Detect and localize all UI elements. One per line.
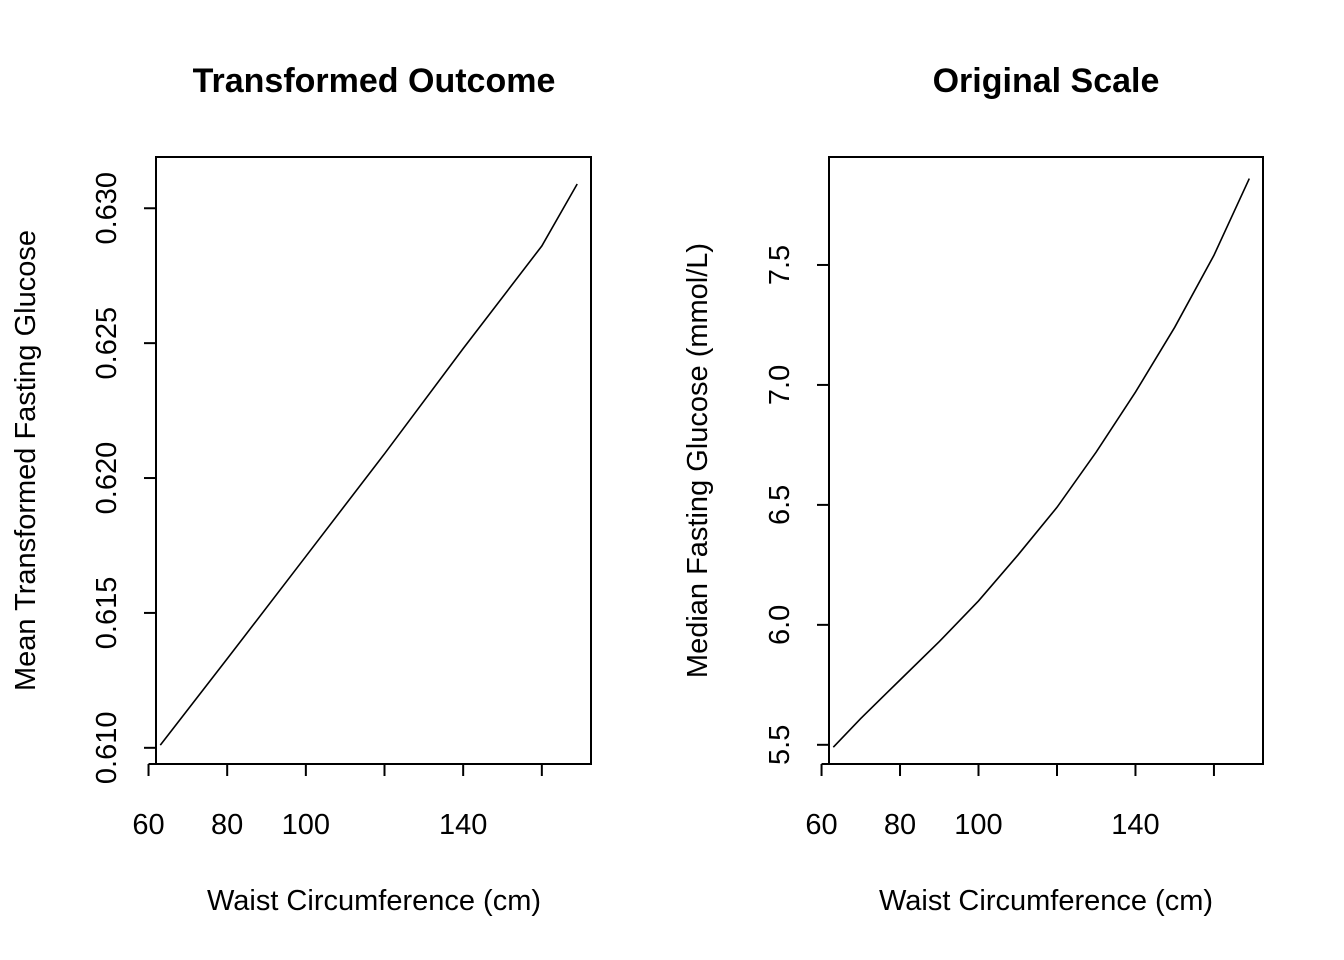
y-tick-label: 0.615 [91,577,123,650]
x-tick-label: 140 [1111,809,1159,841]
x-tick-label: 140 [439,809,487,841]
y-tick-label: 7.0 [764,365,796,405]
series-line-1 [832,178,1251,748]
y-tick-label: 0.630 [91,172,123,245]
chart-title: Transformed Outcome [193,62,556,100]
x-tick-label: 60 [132,809,164,841]
x-tick-label: 80 [884,809,916,841]
y-tick-label: 5.5 [764,725,796,765]
plot-frame [155,156,592,765]
chart-panel-2: Original Scale 60 80 100 140 5.5 6.0 6.5 7.0 7.5 W… [682,62,1264,917]
y-tick-label: 6.5 [764,485,796,525]
x-tick-label: 80 [211,809,243,841]
plot-frame [828,156,1264,765]
y-tick-label: 0.620 [91,442,123,515]
x-tick-label: 100 [954,809,1002,841]
chart-panel-1: Transformed Outcome 60 80 100 140 0.610 0.615 0… [10,62,592,917]
chart-title: Original Scale [933,62,1160,100]
y-axis-label: Mean Transformed Fasting Glucose [10,230,42,691]
x-axis-label: Waist Circumference (cm) [207,885,541,917]
x-axis-label: Waist Circumference (cm) [879,885,1213,917]
y-tick-label: 7.5 [764,245,796,285]
series-line-1 [159,183,578,746]
x-tick-label: 100 [282,809,330,841]
y-tick-label: 6.0 [764,605,796,645]
y-axis-label: Median Fasting Glucose (mmol/L) [682,243,714,678]
x-tick-label: 60 [805,809,837,841]
y-tick-label: 0.610 [91,712,123,785]
y-tick-label: 0.625 [91,307,123,380]
